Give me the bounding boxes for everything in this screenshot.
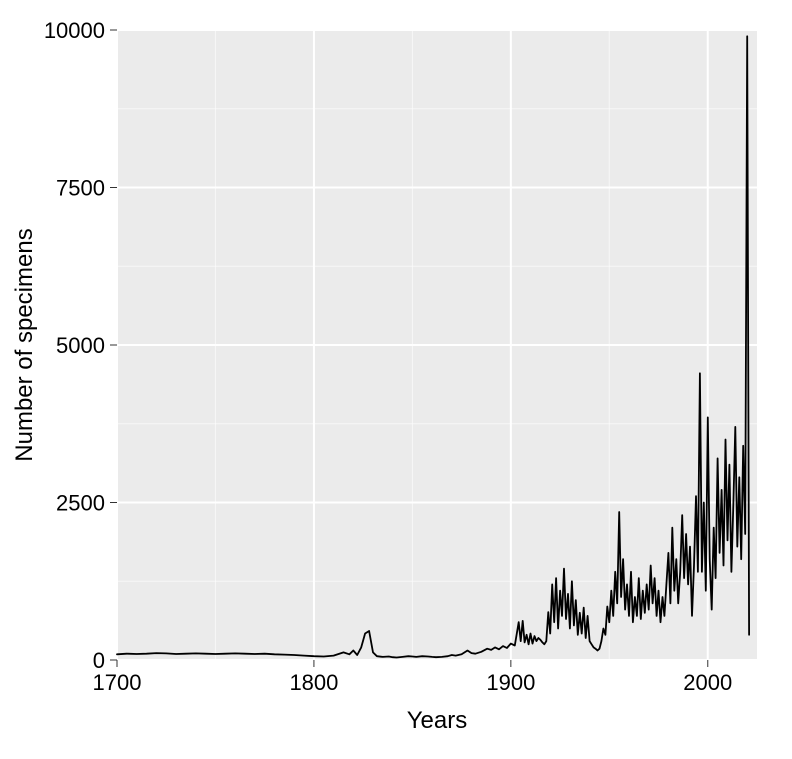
y-tick-label: 7500 [56, 176, 105, 201]
chart-container: 1700 1800 1900 2000 0 2500 5000 7500 10000 Years N… [0, 0, 792, 759]
x-tick-label: 1900 [486, 670, 535, 695]
y-tick-label: 2500 [56, 491, 105, 516]
x-tick-label: 2000 [683, 670, 732, 695]
y-tick-label: 10000 [44, 18, 105, 43]
x-tick-label: 1800 [289, 670, 338, 695]
y-axis-title: Number of specimens [11, 228, 38, 461]
line-chart: 1700 1800 1900 2000 0 2500 5000 7500 10000 Years N… [0, 0, 792, 759]
y-tick-label: 5000 [56, 333, 105, 358]
x-axis-title: Years [407, 707, 468, 734]
x-tick-label: 1700 [93, 670, 142, 695]
y-tick-label: 0 [93, 648, 105, 673]
